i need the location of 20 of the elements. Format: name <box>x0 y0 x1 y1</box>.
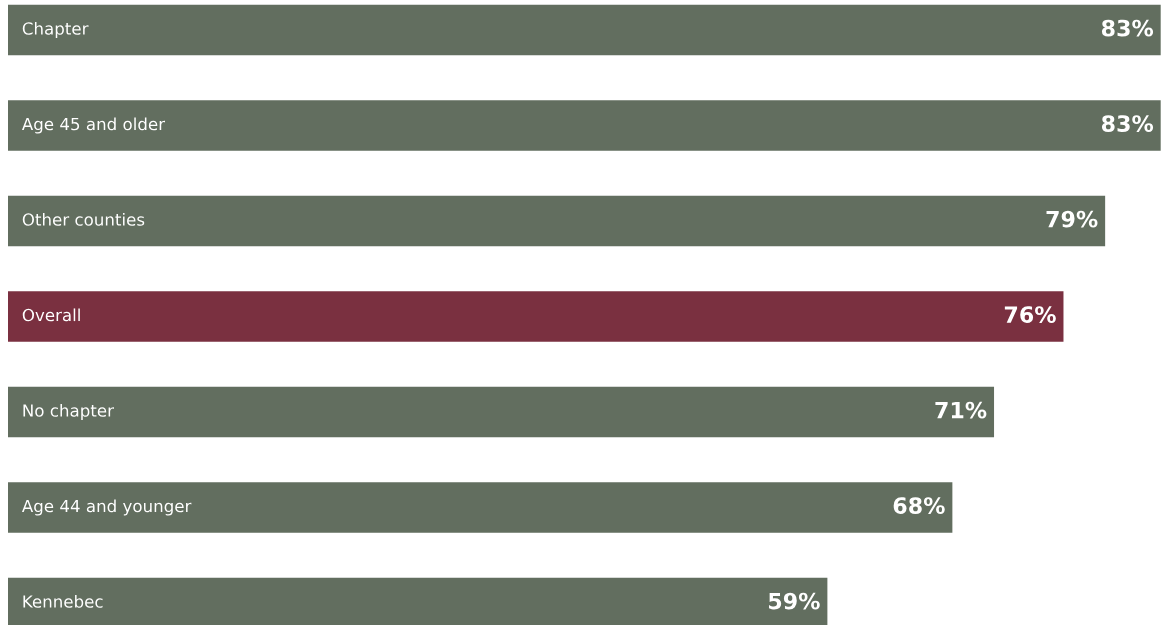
y-tick-label: Age 44 and younger <box>21 499 192 516</box>
y-tick-label: Age 45 and older <box>21 117 166 134</box>
data-label: 83% <box>1101 19 1154 37</box>
data-label: 59% <box>768 592 820 610</box>
y-tick-label: Overall <box>22 308 80 322</box>
y-tick-label: Chapter <box>22 21 89 39</box>
data-label: 68% <box>893 497 945 514</box>
data-label: 83% <box>1101 115 1154 132</box>
bar <box>8 100 1161 151</box>
data-label: 79% <box>1046 210 1098 228</box>
bar <box>8 195 1106 247</box>
data-label: 71% <box>935 401 987 419</box>
bar <box>8 4 1161 56</box>
bar <box>8 482 953 533</box>
data-label: 76% <box>1004 306 1056 323</box>
y-tick-label: Kennebec <box>23 594 103 608</box>
y-tick-label: No chapter <box>23 403 114 421</box>
bar <box>8 291 1064 342</box>
y-tick-label: Other counties <box>22 212 145 226</box>
bar <box>8 386 995 438</box>
